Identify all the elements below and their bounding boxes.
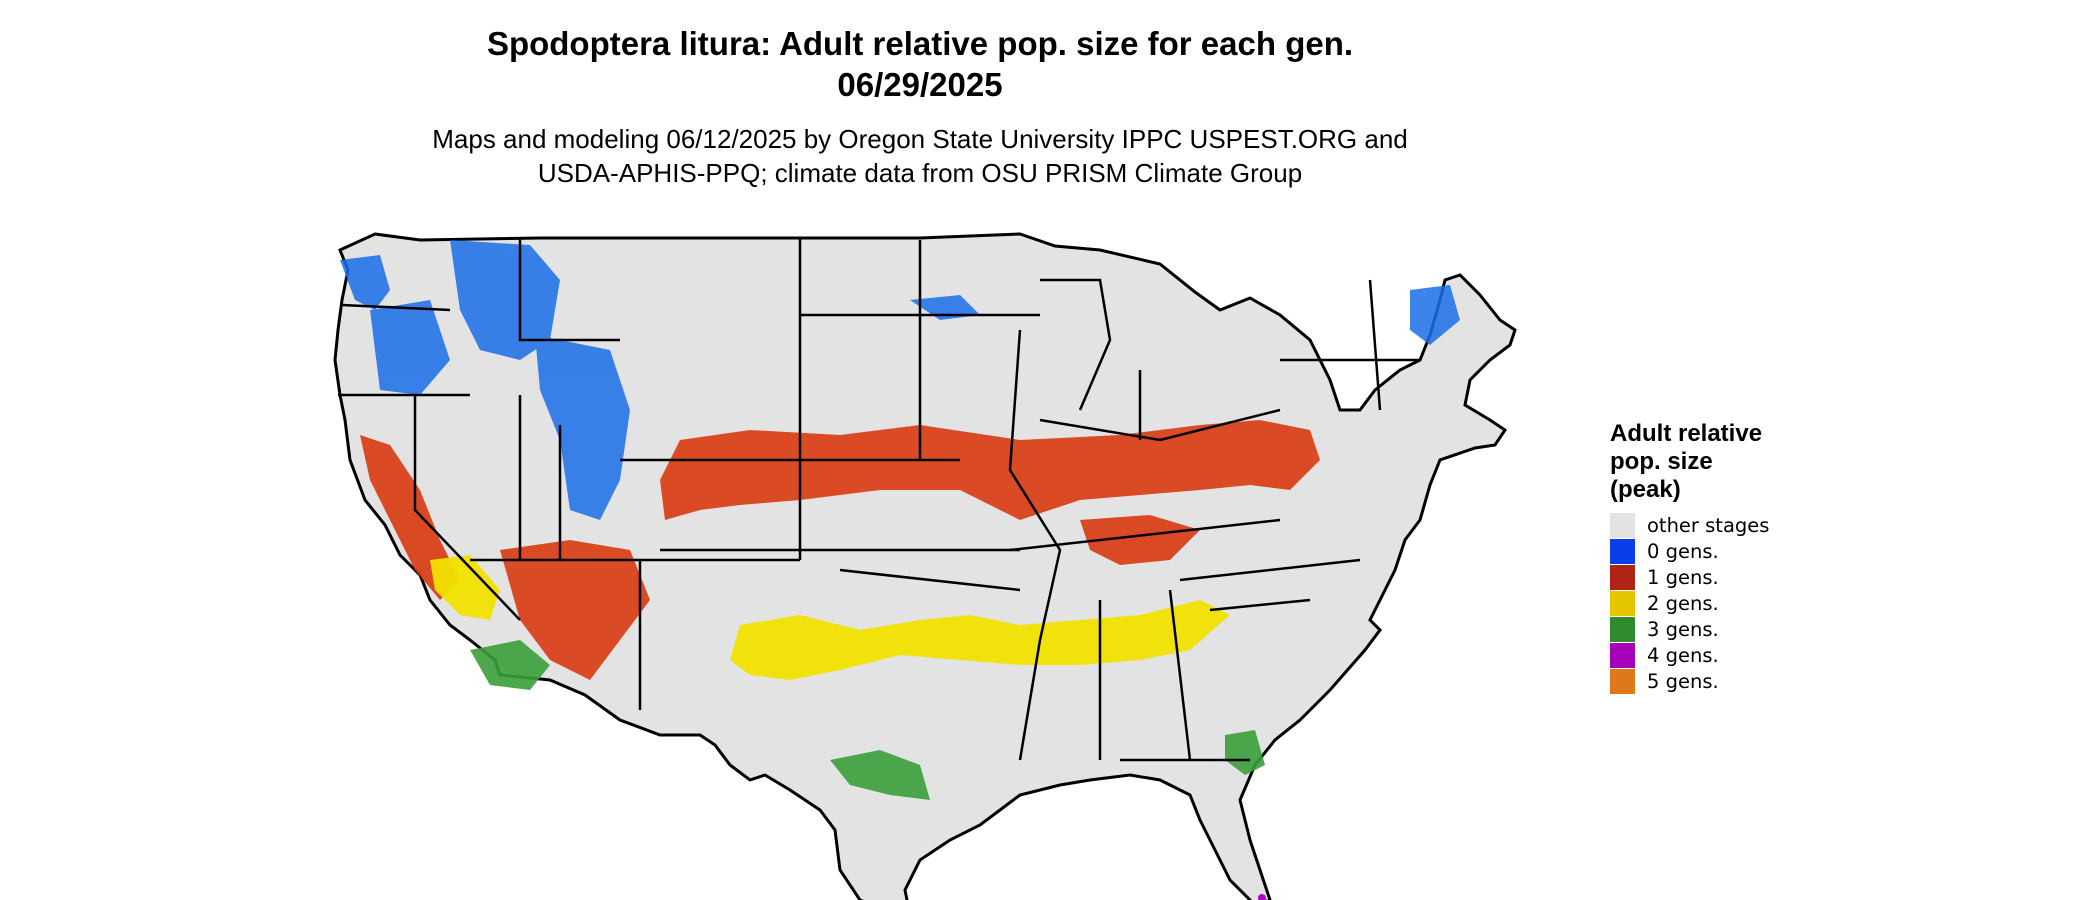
- zone-3-texas-coast: [830, 750, 930, 800]
- border-al-ga: [1168, 589, 1192, 761]
- legend-item: 2 gens.: [1610, 590, 1870, 616]
- border-ny-ne: [1368, 279, 1382, 411]
- map-title: Spodoptera litura: Adult relative pop. s…: [486, 25, 1354, 62]
- zone-3-arizona: [470, 640, 550, 690]
- legend-item: 5 gens.: [1610, 668, 1870, 694]
- us-map: [333, 232, 1517, 900]
- zone-3-florida: [1225, 730, 1265, 775]
- legend-swatch: [1610, 616, 1635, 642]
- legend-item: 3 gens.: [1610, 616, 1870, 642]
- border-lake-michigan: [1040, 278, 1112, 411]
- legend-swatch: [1610, 538, 1635, 564]
- legend-label: 2 gens.: [1647, 591, 1719, 615]
- legend-item: 4 gens.: [1610, 642, 1870, 668]
- zone-1-central-band: [660, 420, 1320, 520]
- legend-title-line: (peak): [1610, 476, 1681, 503]
- legend-label: 3 gens.: [1647, 617, 1719, 641]
- legend-item: 1 gens.: [1610, 564, 1870, 590]
- zone-0-new-england: [1410, 285, 1460, 345]
- legend-label: 1 gens.: [1647, 565, 1719, 589]
- legend-title-line: pop. size: [1610, 448, 1713, 475]
- zone-3-gens: [470, 640, 1265, 800]
- border-mississippi: [1008, 329, 1062, 761]
- state-borders: [338, 238, 1420, 762]
- border-ca-nv: [413, 395, 521, 621]
- legend-label: 0 gens.: [1647, 539, 1719, 563]
- legend-swatch: [1610, 668, 1635, 694]
- zone-1-gens: [360, 420, 1320, 680]
- map-subtitle-line-2: USDA-APHIS-PPQ; climate data from OSU PR…: [537, 158, 1303, 188]
- zone-2-southern-band: [730, 600, 1230, 680]
- zone-4-gens: [1258, 894, 1266, 900]
- zone-0-pacific-nw: [340, 255, 390, 310]
- border-oh-river: [1039, 408, 1281, 442]
- legend-item: 0 gens.: [1610, 538, 1870, 564]
- legend-label: other stages: [1647, 513, 1770, 537]
- zone-1-california-coast: [360, 435, 460, 600]
- zone-1-southwest: [500, 540, 650, 680]
- border-id-wy: [518, 238, 620, 342]
- zone-1-appalachia: [1080, 515, 1200, 565]
- legend-title: Adult relative pop. size (peak): [1610, 420, 1870, 504]
- legend-label: 4 gens.: [1647, 643, 1719, 667]
- border-ok-tx: [839, 568, 1021, 592]
- border-nc-sc: [1209, 598, 1311, 612]
- border-wa-or: [341, 303, 451, 312]
- zone-0-gens: [340, 240, 1460, 520]
- map-subtitle-line-1: Maps and modeling 06/12/2025 by Oregon S…: [432, 124, 1408, 154]
- legend-item: other stages: [1610, 512, 1870, 538]
- legend-swatch: [1610, 564, 1635, 590]
- zone-2-southern-california: [430, 555, 500, 620]
- zone-0-wyoming-colorado: [535, 335, 630, 520]
- legend-swatch: [1610, 642, 1635, 668]
- map-date: 06/29/2025: [837, 66, 1003, 103]
- legend: Adult relative pop. size (peak) other st…: [1610, 420, 1870, 694]
- zone-0-idaho-montana: [450, 240, 560, 360]
- zone-2-gens: [430, 555, 1230, 680]
- legend-title-line: Adult relative: [1610, 420, 1763, 447]
- legend-items: other stages 0 gens. 1 gens. 2 gens. 3 gens.…: [1610, 512, 1870, 694]
- legend-swatch: [1610, 590, 1635, 616]
- border-va-nc: [1179, 558, 1361, 582]
- legend-label: 5 gens.: [1647, 669, 1719, 693]
- border-tn-ky: [1009, 518, 1281, 552]
- legend-swatch: [1610, 512, 1635, 538]
- zone-0-oregon-cascades: [370, 300, 450, 395]
